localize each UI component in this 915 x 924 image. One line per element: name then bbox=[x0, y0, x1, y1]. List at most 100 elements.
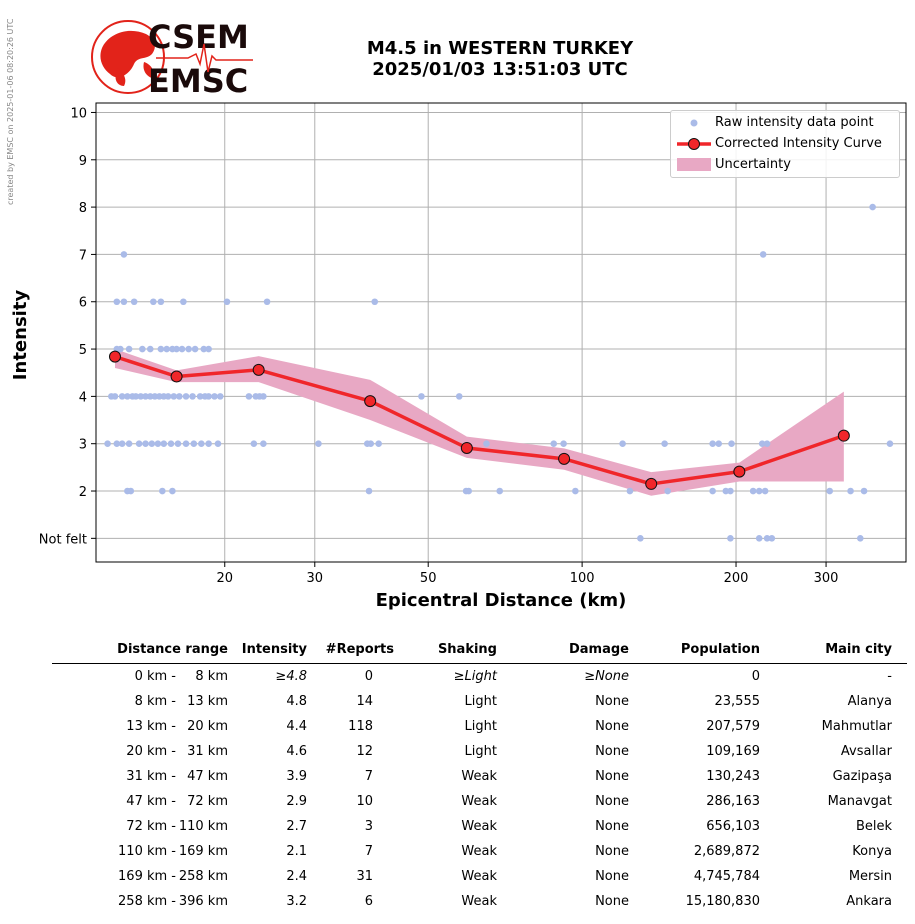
raw-data-point bbox=[146, 393, 154, 400]
table-row: 0 km - 8 km ≥4.8 0 ≥Light ≥None 0 - bbox=[52, 667, 907, 691]
x-tick-label: 200 bbox=[724, 571, 749, 586]
raw-data-point bbox=[200, 345, 208, 353]
raw-data-point bbox=[159, 487, 166, 495]
raw-data-point bbox=[130, 298, 138, 306]
raw-data-point bbox=[763, 535, 771, 542]
raw-data-point bbox=[182, 393, 190, 400]
table-row: 8 km - 13 km 4.8 14 Light None 23,555 Alanya bbox=[52, 692, 907, 716]
x-tick-label: 30 bbox=[307, 571, 324, 586]
y-tick-label: 4 bbox=[79, 390, 87, 405]
table-cell: 13 km bbox=[187, 694, 228, 709]
raw-data-point bbox=[135, 440, 143, 448]
table-row: 20 km - 31 km 4.6 12 Light None 109,169 Avsalla… bbox=[52, 742, 907, 766]
raw-data-point bbox=[722, 487, 730, 495]
table-cell: 0 bbox=[364, 669, 373, 684]
table-cell: 2.7 bbox=[286, 819, 307, 834]
raw-data-point bbox=[180, 298, 187, 306]
raw-data-point bbox=[120, 298, 128, 306]
y-tick-label: 5 bbox=[79, 343, 87, 358]
raw-data-point bbox=[176, 393, 183, 400]
table-header-cell: Shaking bbox=[437, 642, 497, 657]
y-tick-label: 7 bbox=[79, 248, 87, 263]
uncertainty-band bbox=[114, 349, 844, 496]
curve-point bbox=[558, 452, 571, 465]
table-row: 258 km -396 km 3.2 6 Weak None 15,180,830 Anka… bbox=[52, 892, 907, 916]
csem-emsc-logo: CSEM EMSC bbox=[88, 16, 258, 100]
table-cell: 286,163 bbox=[706, 794, 760, 809]
raw-data-point bbox=[137, 393, 145, 400]
table-row: 72 km -110 km 2.7 3 Weak None 656,103 Belek bbox=[52, 817, 907, 841]
table-header-cell: Main city bbox=[825, 642, 892, 657]
raw-data-point bbox=[113, 440, 121, 448]
table-cell: 4.4 bbox=[286, 719, 307, 734]
table-cell: Manavgat bbox=[827, 794, 892, 809]
uncertainty-area bbox=[114, 349, 844, 496]
table-cell: 258 km bbox=[178, 869, 228, 884]
raw-data-point bbox=[758, 440, 766, 448]
raw-data-point bbox=[315, 440, 322, 448]
table-cell: None bbox=[595, 719, 629, 734]
table-cell: 4.6 bbox=[286, 744, 307, 759]
table-cell: 118 bbox=[348, 719, 373, 734]
y-tick-label: Not felt bbox=[39, 532, 87, 547]
raw-data-point bbox=[185, 345, 192, 353]
table-cell: Konya bbox=[852, 844, 892, 859]
raw-data-point bbox=[763, 440, 771, 448]
table-cell: 3 bbox=[364, 819, 373, 834]
raw-data-point bbox=[245, 393, 253, 400]
raw-data-point bbox=[761, 487, 769, 495]
y-axis-label: Intensity bbox=[10, 289, 31, 381]
raw-data-point bbox=[619, 440, 626, 448]
raw-data-point bbox=[727, 535, 734, 542]
curve-point bbox=[364, 395, 377, 408]
table-cell: Mersin bbox=[848, 869, 892, 884]
raw-data-point bbox=[759, 251, 767, 258]
table-cell: 656,103 bbox=[706, 819, 760, 834]
raw-data-point bbox=[365, 487, 373, 495]
raw-data-point bbox=[157, 298, 165, 306]
raw-data-point bbox=[375, 440, 382, 448]
raw-data-point bbox=[142, 393, 149, 400]
table-cell: - bbox=[887, 669, 892, 684]
raw-data-point bbox=[709, 440, 716, 448]
raw-data-point bbox=[367, 440, 375, 448]
table-cell: 12 bbox=[356, 744, 373, 759]
raw-data-point bbox=[637, 535, 644, 542]
table-row: 110 km -169 km 2.1 7 Weak None 2,689,872 Konya bbox=[52, 842, 907, 866]
raw-data-point bbox=[755, 487, 763, 495]
raw-data-point bbox=[167, 440, 175, 448]
raw-data-point bbox=[190, 440, 198, 448]
raw-data-point bbox=[127, 487, 135, 495]
table-cell: 7 bbox=[364, 769, 373, 784]
curve-point bbox=[645, 477, 658, 490]
raw-data-point bbox=[869, 203, 876, 211]
raw-data-point bbox=[124, 393, 131, 400]
x-tick-label: 100 bbox=[570, 571, 595, 586]
table-cell: 13 km - bbox=[126, 719, 176, 734]
table-cell: 0 km - bbox=[134, 669, 176, 684]
raw-data-point bbox=[223, 298, 231, 306]
raw-data-point bbox=[826, 487, 834, 495]
raw-data-point bbox=[263, 298, 271, 306]
raw-data-point bbox=[157, 345, 165, 353]
title-line-1: M4.5 in WESTERN TURKEY bbox=[366, 38, 634, 59]
raw-data-point bbox=[260, 393, 267, 400]
raw-data-point bbox=[205, 440, 212, 448]
legend-label-curve: Corrected Intensity Curve bbox=[715, 136, 882, 151]
table-cell: Mahmutlar bbox=[821, 719, 892, 734]
table-cell: Weak bbox=[461, 869, 497, 884]
raw-data-point bbox=[483, 440, 490, 448]
raw-data-point bbox=[626, 487, 634, 495]
table-cell: Alanya bbox=[847, 694, 892, 709]
table-cell: 2.9 bbox=[286, 794, 307, 809]
table-cell: Ankara bbox=[846, 894, 892, 909]
raw-data-point bbox=[860, 487, 868, 495]
table-cell: Weak bbox=[461, 819, 497, 834]
table-cell: 47 km - bbox=[126, 794, 176, 809]
table-cell: Weak bbox=[461, 794, 497, 809]
raw-data-point bbox=[709, 487, 716, 495]
intensity-chart: 20 30 50 100 200 300 Not felt 2 3 4 5 6 7 8 9 10 bbox=[39, 102, 907, 586]
table-cell: 72 km bbox=[187, 794, 228, 809]
table-cell: 0 bbox=[751, 669, 760, 684]
table-cell: 3.2 bbox=[286, 894, 307, 909]
